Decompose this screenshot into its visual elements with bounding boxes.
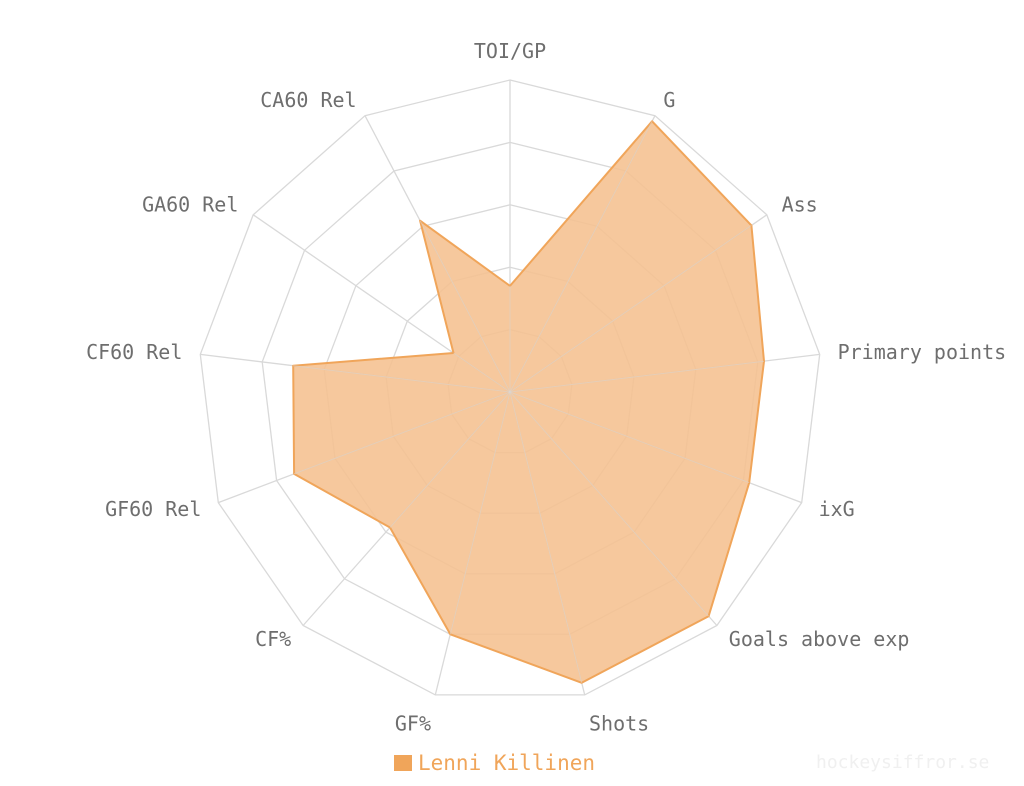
- series-point-ga60-rel: [453, 352, 511, 393]
- axis-label-ixg: ixG: [819, 497, 855, 521]
- series-point-shots: [509, 391, 583, 683]
- series-point-gf60-rel: [293, 391, 511, 475]
- axis-label-g: G: [663, 88, 675, 112]
- series-point-g: [509, 121, 653, 393]
- series-point-cf60-rel: [293, 365, 511, 393]
- series-point-goals-above-exp: [509, 391, 709, 617]
- axis-labels: TOI/GP G Ass Primary points ixG Goals above e…: [86, 39, 1006, 735]
- radar-series-layer: [292, 120, 765, 684]
- axis-label-ass: Ass: [782, 193, 818, 217]
- series-area: [292, 120, 765, 684]
- axis-label-shots: Shots: [589, 711, 649, 735]
- series-point-ixg: [509, 391, 750, 484]
- axis-label-ca60-rel: CA60 Rel: [260, 88, 356, 112]
- series-point-gf-: [449, 391, 511, 635]
- axis-label-toi-gp: TOI/GP: [474, 39, 546, 63]
- axis-label-gf-: GF%: [395, 711, 431, 735]
- series-point-ca60-rel: [419, 220, 511, 393]
- axis-label-cf60-rel: CF60 Rel: [86, 340, 182, 364]
- axis-label-cf-: CF%: [255, 627, 291, 651]
- series-point-ass: [509, 224, 752, 393]
- series-point-cf-: [389, 391, 511, 528]
- axis-label-goals-above-exp: Goals above exp: [729, 627, 910, 651]
- legend-label: Lenni Killinen: [418, 751, 596, 775]
- watermark: hockeysiffror.se: [816, 752, 990, 773]
- series-point-primary-points: [509, 360, 765, 393]
- axis-label-primary-points: Primary points: [838, 340, 1007, 364]
- axis-label-gf60-rel: GF60 Rel: [105, 497, 201, 521]
- legend-swatch: [394, 755, 412, 771]
- legend: Lenni Killinen: [394, 748, 595, 778]
- grid-ring: [199, 79, 821, 696]
- axis-label-ga60-rel: GA60 Rel: [142, 193, 238, 217]
